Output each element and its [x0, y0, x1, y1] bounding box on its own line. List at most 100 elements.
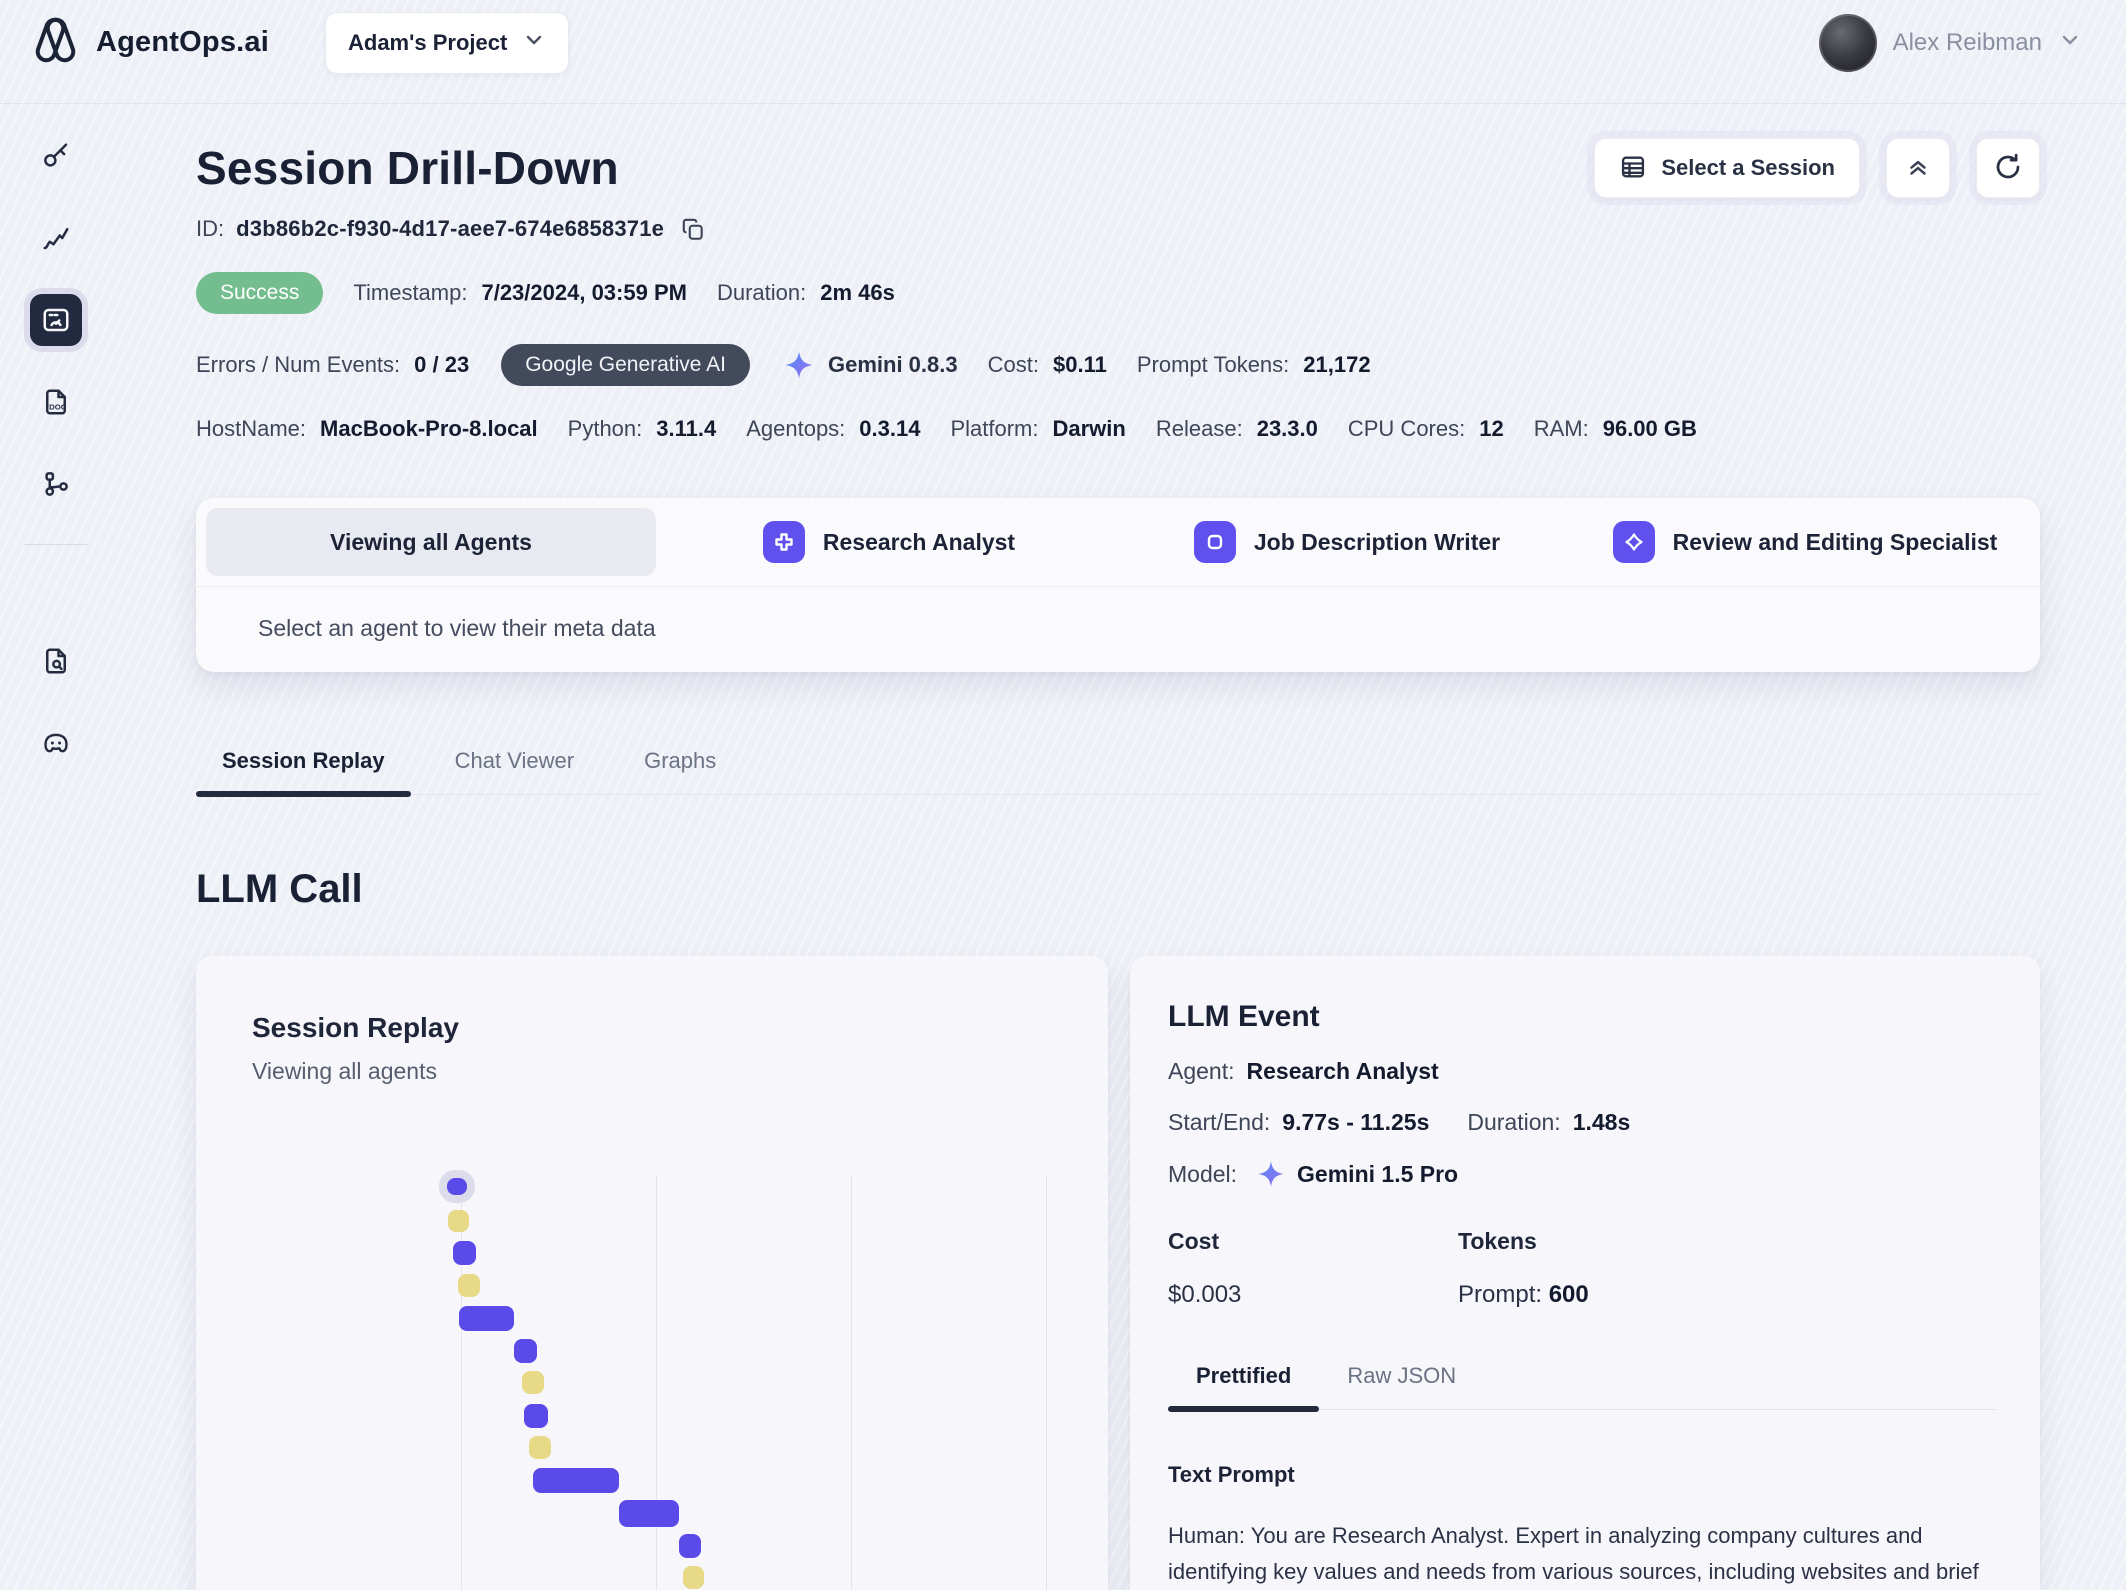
event-cost-value: $0.003 [1168, 1281, 1242, 1308]
gantt-block-yellow[interactable] [529, 1436, 551, 1459]
event-duration-value: 1.48s [1572, 1109, 1631, 1135]
tab-prettified[interactable]: Prettified [1168, 1363, 1320, 1412]
provider-badge: Google Generative AI [501, 344, 750, 386]
agent-label: Agent: [1168, 1058, 1235, 1084]
discord-icon[interactable] [30, 717, 82, 769]
brand[interactable]: AgentOps.ai [28, 13, 269, 72]
agent-tab-review-editing-specialist[interactable]: Review and Editing Specialist [1580, 508, 2030, 576]
ram-label: RAM: [1533, 416, 1589, 441]
gantt-block-purple[interactable] [447, 1178, 467, 1195]
text-prompt-heading: Text Prompt [1168, 1462, 1295, 1487]
session-replay-card: Session Replay Viewing all agents [196, 956, 1108, 1590]
gantt-block-yellow[interactable] [448, 1210, 469, 1232]
gantt-gridline [461, 1176, 462, 1590]
project-selector-value: Adam's Project [348, 29, 508, 55]
start-end-label: Start/End: [1168, 1109, 1271, 1135]
tab-graphs[interactable]: Graphs [644, 748, 717, 773]
tokens-label: Tokens [1458, 1228, 1537, 1254]
release-value: 23.3.0 [1256, 416, 1318, 441]
agent-tab-research-analyst-label: Research Analyst [822, 528, 1016, 555]
key-icon[interactable] [30, 130, 82, 182]
duration-label: Duration: [716, 280, 807, 305]
events-row: Errors / Num Events: 0 / 23 Google Gener… [196, 344, 2040, 386]
start-end-value: 9.77s - 11.25s [1282, 1109, 1430, 1135]
gantt-gridline [851, 1176, 852, 1590]
sidebar: DOC [0, 104, 112, 1590]
gemini-icon [1257, 1160, 1285, 1188]
brand-name: AgentOps.ai [96, 26, 269, 58]
refresh-icon [1993, 152, 2023, 185]
gantt-gridline [1046, 1176, 1047, 1590]
gantt-block-purple[interactable] [533, 1468, 619, 1493]
gantt-block-purple[interactable] [524, 1404, 548, 1428]
gantt-block-yellow[interactable] [683, 1566, 704, 1589]
errors-value: 0 / 23 [414, 352, 470, 377]
agents-hint: Select an agent to view their meta data [196, 586, 2040, 672]
sidebar-divider [24, 544, 88, 545]
project-selector[interactable]: Adam's Project [325, 11, 569, 74]
text-prompt-body: Human: You are Research Analyst. Expert … [1168, 1518, 1996, 1590]
llm-event-title: LLM Event [1168, 1000, 1320, 1033]
gantt-block-purple[interactable] [679, 1534, 701, 1558]
gemini-icon [784, 350, 814, 380]
gantt-block-purple[interactable] [459, 1306, 514, 1331]
replay-title: Session Replay [252, 1012, 459, 1043]
gantt-chart [196, 1152, 1108, 1590]
research-analyst-icon [762, 521, 805, 563]
prompt-tokens-value: 21,172 [1303, 352, 1371, 377]
platform-value: Darwin [1052, 416, 1126, 441]
file-search-icon[interactable] [30, 635, 82, 687]
llm-call-heading: LLM Call [196, 867, 363, 911]
gantt-block-yellow[interactable] [458, 1274, 480, 1297]
git-branch-icon[interactable] [30, 458, 82, 510]
agent-value: Research Analyst [1246, 1058, 1439, 1084]
collapse-button[interactable] [1886, 138, 1950, 198]
gantt-gridline [656, 1176, 657, 1590]
chevron-down-icon [522, 28, 546, 57]
agent-tab-review-editing-specialist-label: Review and Editing Specialist [1672, 528, 1998, 555]
gantt-block-purple[interactable] [619, 1500, 679, 1527]
line-chart-icon[interactable] [30, 212, 82, 264]
model-value: Gemini 1.5 Pro [1297, 1160, 1459, 1187]
status-badge: Success [196, 272, 324, 314]
event-cost-label: Cost [1168, 1228, 1220, 1254]
python-label: Python: [567, 416, 643, 441]
copy-icon[interactable] [680, 216, 706, 242]
refresh-button[interactable] [1976, 138, 2040, 198]
session-id-value: d3b86b2c-f930-4d17-aee7-674e6858371e [236, 216, 665, 241]
tab-session-replay[interactable]: Session Replay [196, 748, 411, 797]
status-row: Success Timestamp: 7/23/2024, 03:59 PM D… [196, 272, 2040, 314]
timestamp-label: Timestamp: [353, 280, 468, 305]
select-session-button[interactable]: Select a Session [1594, 138, 1860, 198]
agent-tab-all[interactable]: Viewing all Agents [206, 508, 656, 576]
page-title: Session Drill-Down [196, 142, 619, 194]
avatar [1818, 13, 1877, 72]
agent-tab-all-label: Viewing all Agents [330, 528, 532, 555]
tab-chat-viewer[interactable]: Chat Viewer [454, 748, 575, 773]
model-label: Model: [1168, 1160, 1238, 1187]
release-label: Release: [1155, 416, 1243, 441]
chevron-down-icon [2058, 28, 2082, 57]
cost-label: Cost: [987, 352, 1039, 377]
cpu-value: 12 [1479, 416, 1504, 441]
host-row: HostName: MacBook-Pro-8.local Python: 3.… [196, 416, 2040, 442]
cpu-label: CPU Cores: [1347, 416, 1466, 441]
gantt-block-purple[interactable] [514, 1339, 537, 1363]
table-icon [1619, 153, 1647, 184]
doc-file-icon[interactable]: DOC [30, 376, 82, 428]
review-editing-specialist-icon [1612, 521, 1655, 563]
agents-card: Viewing all Agents Research Analyst [196, 498, 2040, 672]
tab-raw-json[interactable]: Raw JSON [1347, 1363, 1457, 1388]
gantt-block-purple[interactable] [453, 1241, 476, 1265]
platform-label: Platform: [950, 416, 1039, 441]
top-bar: AgentOps.ai Adam's Project Alex Reibman [0, 0, 2126, 104]
agent-tab-research-analyst[interactable]: Research Analyst [664, 508, 1114, 576]
view-tabs: Session Replay Chat Viewer Graphs [196, 748, 2040, 797]
timestamp-value: 7/23/2024, 03:59 PM [481, 280, 687, 305]
chevrons-up-icon [1905, 154, 1931, 183]
session-dashboard-icon[interactable] [30, 294, 82, 346]
ram-value: 96.00 GB [1602, 416, 1697, 441]
gantt-block-yellow[interactable] [522, 1371, 544, 1394]
agent-tab-job-description-writer[interactable]: Job Description Writer [1122, 508, 1572, 576]
user-menu[interactable]: Alex Reibman [1818, 13, 2082, 72]
